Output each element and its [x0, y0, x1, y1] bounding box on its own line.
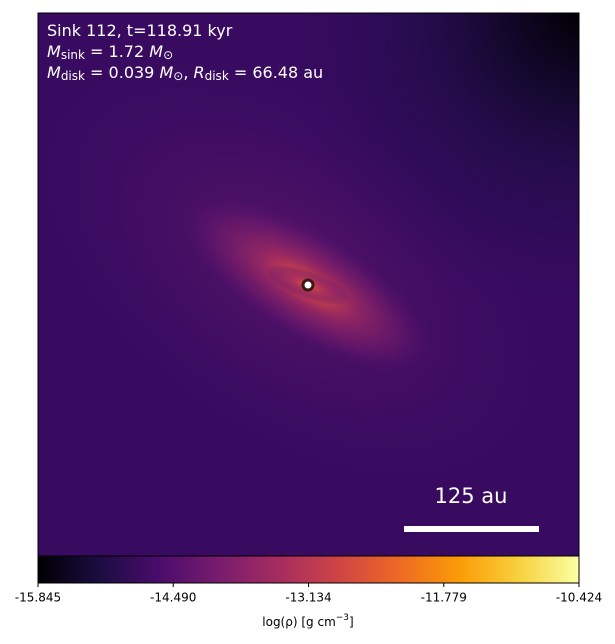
- annotation-part: = 66.48 au: [229, 63, 323, 82]
- annotation-part: ,: [183, 63, 193, 82]
- annotation-part: M: [47, 63, 61, 82]
- annotation-part: M: [149, 42, 163, 61]
- label-part: log(ρ) [g cm: [262, 615, 336, 629]
- annotation-part: Sink 112, t=118.91 kyr: [47, 21, 233, 40]
- annotation-part: M: [47, 42, 61, 61]
- superscript: −3: [336, 613, 349, 623]
- annotation: Sink 112, t=118.91 kyr: [47, 21, 233, 40]
- density-image: [38, 13, 579, 556]
- subscript: ⊙: [163, 48, 173, 62]
- annotation-part: = 1.72: [85, 42, 149, 61]
- tick-label: -15.845: [15, 591, 61, 605]
- subscript: disk: [61, 69, 85, 83]
- colorbar-label: log(ρ) [g cm−3]: [262, 613, 353, 629]
- colorbar: [37, 555, 580, 584]
- tick-label: -14.490: [150, 591, 196, 605]
- colorbar-ticks: -15.845 -14.490 -13.134 -11.779 -10.424: [15, 583, 602, 605]
- sink: [301, 278, 315, 292]
- tick-label: -13.134: [285, 591, 331, 605]
- annotation-part: R: [193, 63, 204, 82]
- subscript: sink: [61, 48, 85, 62]
- subscript: disk: [205, 69, 229, 83]
- annotation-part: M: [159, 63, 173, 82]
- label-part: ]: [349, 615, 354, 629]
- scale-bar-label: 125 au: [435, 484, 508, 508]
- tick-label: -10.424: [556, 591, 602, 605]
- annotation: Msink = 1.72 M⊙: [47, 42, 173, 62]
- subscript: ⊙: [173, 69, 183, 83]
- tick-label: -11.779: [421, 591, 467, 605]
- annotation: Mdisk = 0.039 M⊙, Rdisk = 66.48 au: [47, 63, 323, 83]
- annotation-part: = 0.039: [85, 63, 159, 82]
